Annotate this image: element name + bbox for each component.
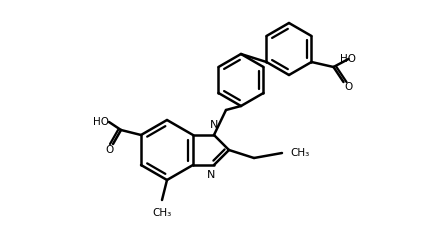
Text: N: N: [210, 120, 218, 130]
Text: HO: HO: [340, 54, 356, 64]
Text: O: O: [105, 145, 113, 155]
Text: HO: HO: [93, 117, 109, 127]
Text: CH₃: CH₃: [153, 208, 172, 218]
Text: N: N: [207, 170, 215, 180]
Text: CH₃: CH₃: [290, 148, 309, 158]
Text: O: O: [344, 82, 353, 92]
